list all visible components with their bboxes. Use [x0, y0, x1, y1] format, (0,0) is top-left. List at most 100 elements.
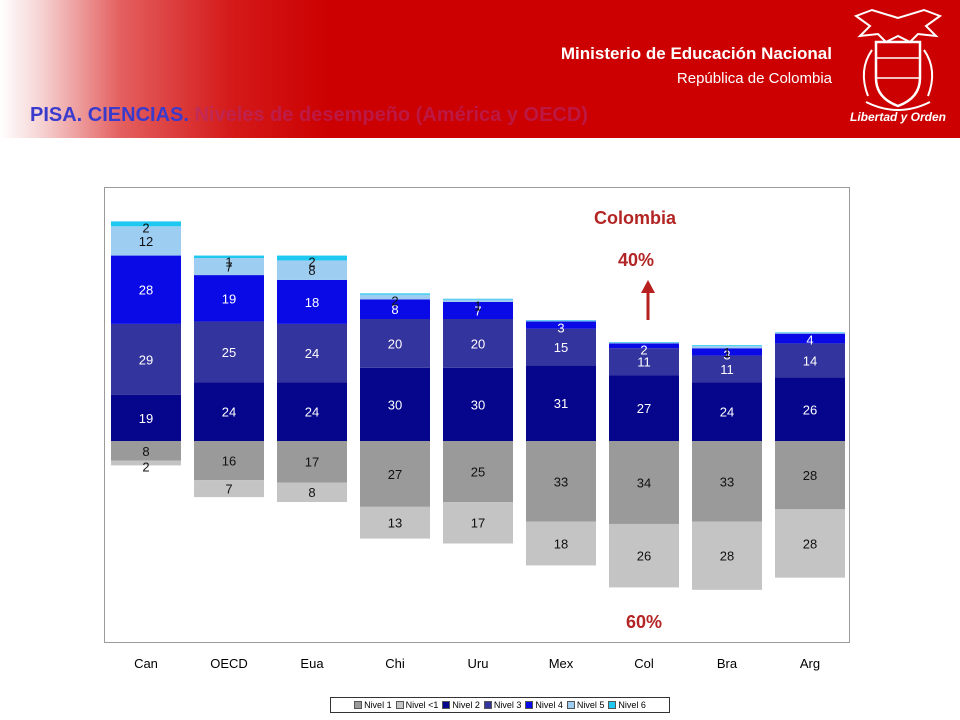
- bar-nivel-5-col: [609, 342, 679, 344]
- bar-nivel-3-eua: [277, 323, 347, 383]
- data-label-nivel-4-col: 2: [640, 342, 647, 357]
- legend-label: Nivel 4: [535, 700, 563, 710]
- bar-nivel-6-uru: [443, 298, 513, 300]
- data-label-nivel-3-arg: 14: [803, 353, 817, 368]
- legend-item-nivel-3: Nivel 3: [483, 700, 522, 710]
- data-label-nivel-lt1-bra: 28: [720, 549, 734, 564]
- x-tick-label-can: Can: [134, 656, 158, 671]
- data-label-nivel-4-arg: 4: [806, 333, 813, 348]
- legend-label: Nivel 3: [493, 700, 522, 710]
- bar-nivel-3-mex: [526, 328, 596, 366]
- data-label-nivel-5-oecd: 7: [225, 260, 232, 275]
- data-label-nivel-6-can: 2: [142, 220, 149, 235]
- colombia-annotation: Colombia: [594, 208, 677, 228]
- data-label-nivel-1-mex: 33: [554, 474, 568, 489]
- legend-swatch: [395, 701, 404, 709]
- data-label-nivel-3-col: 11: [637, 355, 651, 370]
- page-title: PISA. CIENCIAS. Niveles de desempeño (Am…: [30, 104, 588, 127]
- data-label-nivel-lt1-eua: 8: [308, 485, 315, 500]
- bar-nivel-4-eua: [277, 279, 347, 324]
- x-tick-label-mex: Mex: [549, 656, 574, 671]
- data-label-nivel-5-can: 12: [139, 234, 153, 249]
- legend-item-nivel-lt1: Nivel <1: [395, 700, 439, 710]
- data-label-nivel-6-oecd: 1: [225, 255, 232, 270]
- data-label-nivel-1-bra: 33: [720, 474, 734, 489]
- bar-nivel-lt1-eua: [277, 482, 347, 502]
- bar-nivel-3-bra: [692, 355, 762, 383]
- data-label-nivel-5-bra: 1: [723, 345, 730, 360]
- data-label-nivel-3-can: 29: [139, 352, 153, 367]
- legend-item-nivel-1: Nivel 1: [354, 700, 392, 710]
- header-banner: Ministerio de Educación Nacional Repúbli…: [0, 0, 960, 138]
- data-label-nivel-lt1-col: 26: [637, 549, 651, 564]
- legend-swatch: [354, 701, 363, 709]
- x-tick-label-col: Col: [634, 656, 654, 671]
- bar-nivel-3-col: [609, 348, 679, 376]
- bar-nivel-4-mex: [526, 321, 596, 329]
- data-label-nivel-4-mex: 3: [557, 320, 564, 335]
- title-main: PISA. CIENCIAS.: [30, 104, 189, 126]
- bar-nivel-lt1-can: [111, 460, 181, 466]
- legend-swatch: [442, 701, 451, 709]
- legend-item-nivel-2: Nivel 2: [442, 700, 480, 710]
- motto: Libertad y Orden: [849, 110, 947, 124]
- data-label-nivel-5-uru: 1: [474, 298, 481, 313]
- arrow-up-icon: [641, 280, 655, 293]
- bar-nivel-6-col: [609, 342, 679, 343]
- data-label-nivel-lt1-uru: 17: [471, 516, 485, 531]
- data-label-nivel-4-chi: 8: [391, 302, 398, 317]
- bar-nivel-lt1-bra: [692, 521, 762, 590]
- bar-nivel-1-mex: [526, 441, 596, 522]
- bar-nivel-1-chi: [360, 441, 430, 507]
- x-tick-label-arg: Arg: [800, 656, 820, 671]
- bar-nivel-1-uru: [443, 441, 513, 502]
- bar-nivel-2-uru: [443, 367, 513, 441]
- legend-label: Nivel <1: [405, 700, 439, 710]
- data-label-nivel-lt1-can: 2: [142, 460, 149, 475]
- bar-nivel-6-oecd: [194, 255, 264, 258]
- bar-nivel-2-chi: [360, 367, 430, 441]
- data-label-nivel-1-can: 8: [142, 444, 149, 459]
- bar-nivel-4-arg: [775, 333, 845, 344]
- bar-nivel-6-arg: [775, 332, 845, 333]
- bar-nivel-2-mex: [526, 365, 596, 441]
- bar-nivel-5-bra: [692, 345, 762, 349]
- data-label-nivel-4-oecd: 19: [222, 291, 236, 306]
- bar-nivel-1-col: [609, 441, 679, 524]
- data-label-nivel-4-bra: 3: [723, 347, 730, 362]
- legend-swatch: [525, 701, 534, 709]
- bar-nivel-2-can: [111, 394, 181, 441]
- data-label-nivel-3-mex: 15: [554, 340, 568, 355]
- data-label-nivel-1-oecd: 16: [222, 454, 236, 469]
- data-label-nivel-lt1-chi: 13: [388, 516, 402, 531]
- bar-nivel-6-mex: [526, 320, 596, 321]
- bar-nivel-2-eua: [277, 382, 347, 441]
- data-label-nivel-2-bra: 24: [720, 405, 734, 420]
- data-label-nivel-3-chi: 20: [388, 336, 402, 351]
- legend-swatch: [566, 701, 575, 709]
- bar-nivel-4-chi: [360, 299, 430, 319]
- title-sub: Niveles de desempeño (América y OECD): [194, 104, 588, 126]
- bar-nivel-lt1-uru: [443, 502, 513, 544]
- legend-label: Nivel 5: [576, 700, 605, 710]
- legend-swatch: [608, 701, 617, 709]
- data-label-nivel-5-eua: 8: [308, 263, 315, 278]
- bar-nivel-1-arg: [775, 441, 845, 510]
- data-label-nivel-2-chi: 30: [388, 397, 402, 412]
- bar-nivel-6-eua: [277, 255, 347, 261]
- data-label-nivel-1-chi: 27: [388, 467, 402, 482]
- bar-nivel-lt1-col: [609, 523, 679, 588]
- data-label-nivel-2-can: 19: [139, 411, 153, 426]
- bar-nivel-4-col: [609, 343, 679, 349]
- coat-of-arms-icon: [853, 8, 943, 111]
- data-label-nivel-4-eua: 18: [305, 295, 319, 310]
- bar-nivel-lt1-oecd: [194, 480, 264, 498]
- bar-nivel-lt1-arg: [775, 509, 845, 578]
- legend-label: Nivel 1: [364, 700, 392, 710]
- bar-nivel-1-can: [111, 441, 181, 461]
- bar-nivel-2-bra: [692, 382, 762, 441]
- bar-nivel-2-oecd: [194, 382, 264, 441]
- x-tick-label-bra: Bra: [717, 656, 738, 671]
- bar-nivel-1-bra: [692, 441, 762, 522]
